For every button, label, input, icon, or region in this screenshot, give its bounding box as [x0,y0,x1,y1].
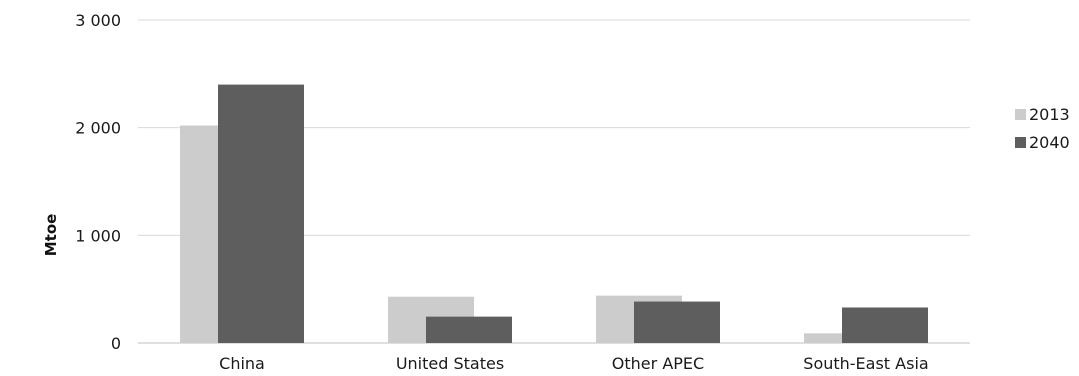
bar-2040-china [218,84,304,343]
legend-swatch-2013 [1015,109,1026,120]
x-tick-label: United States [396,354,504,373]
x-tick-label: China [219,354,265,373]
legend-label-2013: 2013 [1029,105,1070,124]
legend-label-2040: 2040 [1029,133,1070,152]
legend: 2013 2040 [1015,105,1070,152]
bars [180,84,928,343]
x-tick-label: South-East Asia [803,354,928,373]
y-tick-label: 2 000 [75,119,121,138]
y-tick-label: 0 [111,334,121,353]
legend-swatch-2040 [1015,137,1026,148]
y-axis-label: Mtoe [42,214,60,257]
y-tick-label: 1 000 [75,226,121,245]
bar-2040-other-apec [634,301,720,343]
x-tick-labels: China United States Other APEC South-East A… [219,354,929,373]
bar-2040-united-states [426,316,512,343]
y-tick-labels: 0 1 000 2 000 3 000 [75,11,121,353]
x-tick-label: Other APEC [612,354,704,373]
bar-2040-south-east-asia [842,307,928,343]
y-tick-label: 3 000 [75,11,121,30]
